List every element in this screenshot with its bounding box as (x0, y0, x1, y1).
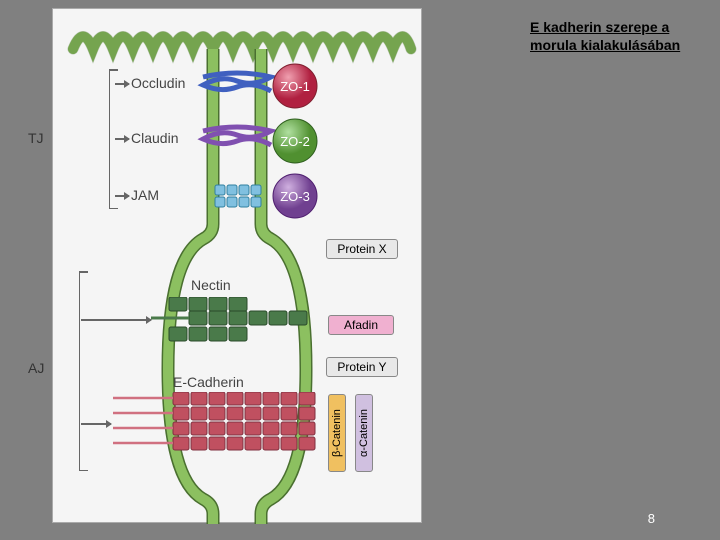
zo1-text: ZO-1 (280, 79, 310, 94)
nectin-complex (151, 297, 331, 347)
arrow-jam (115, 195, 129, 197)
box-proteinx: Protein X (326, 239, 398, 259)
arrow-ecad (81, 423, 111, 425)
ecadherin-complex (113, 392, 333, 460)
box-acatenin: α-Catenin (355, 394, 373, 472)
label-occludin: Occludin (131, 75, 185, 91)
box-bcatenin: β-Catenin (328, 394, 346, 472)
label-tj: TJ (28, 130, 44, 146)
arrow-claudin (115, 138, 129, 140)
label-jam: JAM (131, 187, 159, 203)
label-claudin: Claudin (131, 130, 178, 146)
zo-circle-2: ZO-2 (271, 117, 319, 165)
zo3-text: ZO-3 (280, 189, 310, 204)
box-afadin: Afadin (328, 315, 394, 335)
bracket-tj (109, 69, 110, 209)
zo-circle-3: ZO-3 (271, 172, 319, 220)
zo-circle-1: ZO-1 (271, 62, 319, 110)
page-number: 8 (648, 511, 655, 526)
diagram-panel: ZO-1 ZO-2 ZO-3 (52, 8, 422, 523)
box-proteiny: Protein Y (326, 357, 398, 377)
bracket-aj (79, 271, 80, 471)
label-nectin: Nectin (191, 277, 231, 293)
arrow-occludin (115, 83, 129, 85)
slide-title: E kadherin szerepe a morula kialakulásáb… (530, 18, 690, 54)
label-aj: AJ (28, 360, 44, 376)
arrow-nectin (81, 319, 151, 321)
label-ecadherin: E-Cadherin (173, 374, 244, 390)
zo2-text: ZO-2 (280, 134, 310, 149)
